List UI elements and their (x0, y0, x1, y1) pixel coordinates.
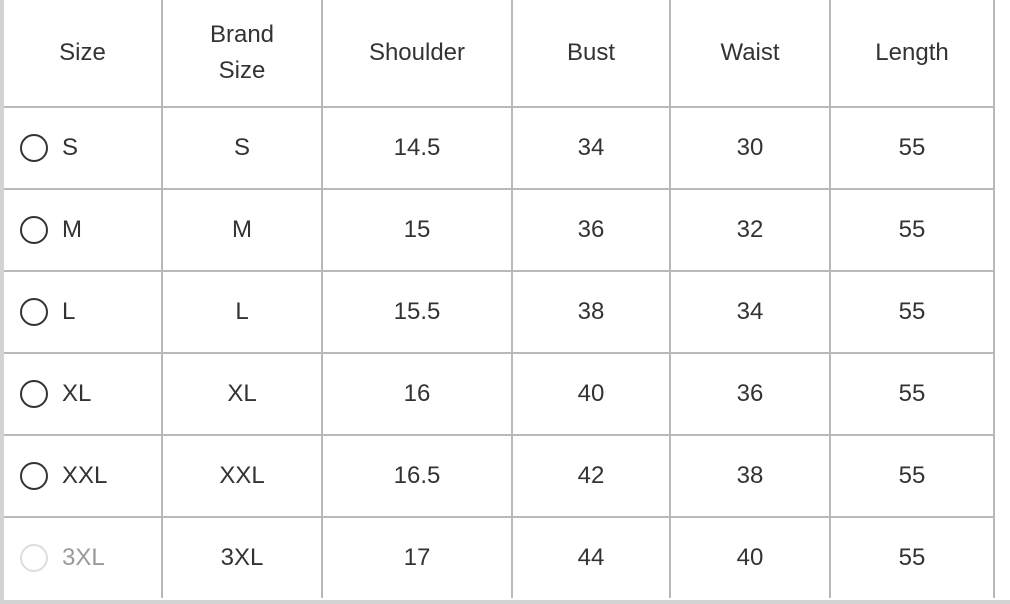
shoulder-cell: 15.5 (321, 270, 513, 354)
table-header-row: Size Brand Size Shoulder Bust Waist Leng… (4, 0, 995, 108)
header-shoulder: Shoulder (321, 0, 513, 108)
waist-cell: 40 (669, 516, 831, 598)
header-length: Length (829, 0, 995, 108)
header-brand-size: Brand Size (161, 0, 323, 108)
waist-cell: 30 (669, 106, 831, 190)
shoulder-cell: 17 (321, 516, 513, 598)
size-cell[interactable]: M (4, 188, 163, 272)
size-label[interactable]: L (62, 298, 76, 325)
size-chart-table: Size Brand Size Shoulder Bust Waist Leng… (4, 0, 995, 598)
radio-button-disabled-icon (20, 544, 48, 572)
size-option-l[interactable]: L (4, 298, 161, 326)
waist-cell: 36 (669, 352, 831, 436)
brand-size-cell: 3XL (161, 516, 323, 598)
bust-cell: 40 (511, 352, 671, 436)
header-waist: Waist (669, 0, 831, 108)
bust-cell: 36 (511, 188, 671, 272)
size-cell[interactable]: XL (4, 352, 163, 436)
size-cell[interactable]: S (4, 106, 163, 190)
brand-size-cell: XXL (161, 434, 323, 518)
radio-button-unchecked-icon[interactable] (20, 380, 48, 408)
size-cell: 3XL (4, 516, 163, 598)
size-label: 3XL (62, 544, 105, 571)
shoulder-cell: 16 (321, 352, 513, 436)
length-cell: 55 (829, 516, 995, 598)
size-label[interactable]: XXL (62, 462, 108, 489)
length-cell: 55 (829, 106, 995, 190)
table-row: 3XL 3XL 17 44 40 55 (4, 516, 995, 598)
table-row: XL XL 16 40 36 55 (4, 352, 995, 436)
brand-size-cell: XL (161, 352, 323, 436)
radio-button-unchecked-icon[interactable] (20, 216, 48, 244)
radio-button-unchecked-icon[interactable] (20, 134, 48, 162)
bust-cell: 42 (511, 434, 671, 518)
size-label[interactable]: XL (62, 380, 92, 407)
header-brand-size-line1: Brand (209, 21, 275, 48)
table-row: L L 15.5 38 34 55 (4, 270, 995, 354)
length-cell: 55 (829, 188, 995, 272)
table-row: S S 14.5 34 30 55 (4, 106, 995, 190)
radio-button-unchecked-icon[interactable] (20, 462, 48, 490)
length-cell: 55 (829, 270, 995, 354)
size-option-s[interactable]: S (4, 134, 161, 162)
bust-cell: 34 (511, 106, 671, 190)
bottom-border (0, 600, 1010, 604)
size-cell[interactable]: L (4, 270, 163, 354)
radio-button-unchecked-icon[interactable] (20, 298, 48, 326)
size-cell[interactable]: XXL (4, 434, 163, 518)
size-option-xl[interactable]: XL (4, 380, 161, 408)
shoulder-cell: 15 (321, 188, 513, 272)
header-brand-size-line2: Size (218, 57, 266, 84)
waist-cell: 38 (669, 434, 831, 518)
size-option-m[interactable]: M (4, 216, 161, 244)
brand-size-cell: L (161, 270, 323, 354)
table-row: M M 15 36 32 55 (4, 188, 995, 272)
shoulder-cell: 16.5 (321, 434, 513, 518)
size-label[interactable]: M (62, 216, 82, 243)
table-row: XXL XXL 16.5 42 38 55 (4, 434, 995, 518)
size-option-xxl[interactable]: XXL (4, 462, 161, 490)
header-size: Size (4, 0, 163, 108)
length-cell: 55 (829, 434, 995, 518)
size-label[interactable]: S (62, 134, 79, 161)
waist-cell: 34 (669, 270, 831, 354)
left-border (0, 0, 4, 604)
size-option-3xl-disabled: 3XL (4, 544, 161, 572)
bust-cell: 38 (511, 270, 671, 354)
waist-cell: 32 (669, 188, 831, 272)
length-cell: 55 (829, 352, 995, 436)
brand-size-cell: S (161, 106, 323, 190)
shoulder-cell: 14.5 (321, 106, 513, 190)
header-bust: Bust (511, 0, 671, 108)
bust-cell: 44 (511, 516, 671, 598)
brand-size-cell: M (161, 188, 323, 272)
